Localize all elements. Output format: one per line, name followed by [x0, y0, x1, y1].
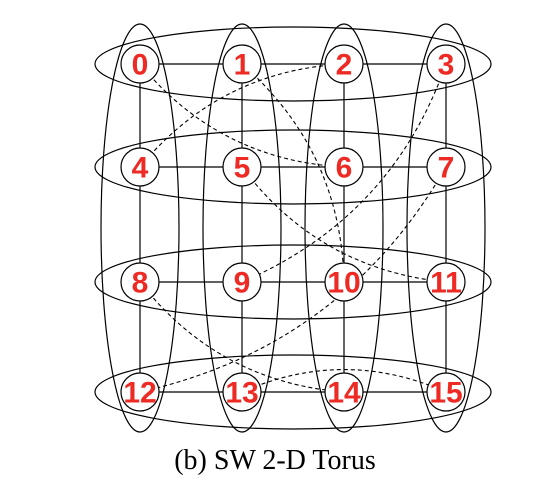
shortcut-link-8-14 — [139, 281, 345, 393]
row-wrap-link-0 — [94, 26, 492, 102]
node-4: 4 — [120, 147, 160, 187]
node-circle — [120, 372, 160, 412]
node-label: 8 — [132, 267, 149, 300]
node-13: 13 — [222, 372, 262, 412]
node-15: 15 — [426, 372, 466, 412]
node-circle — [120, 147, 160, 187]
node-label: 13 — [225, 377, 258, 410]
node-label: 3 — [438, 49, 455, 82]
shortcut-link-7-12 — [139, 166, 447, 393]
node-circle — [120, 44, 160, 84]
node-circle — [426, 262, 466, 302]
node-1: 1 — [222, 44, 262, 84]
node-circle — [324, 372, 364, 412]
node-label: 7 — [438, 152, 455, 185]
column-wrap-link-0 — [100, 23, 180, 433]
wraparound-links — [94, 23, 492, 433]
shortcut-link-0-6 — [139, 63, 345, 168]
node-8: 8 — [120, 262, 160, 302]
row-wrap-link-3 — [94, 354, 492, 430]
column-wrap-link-3 — [406, 23, 486, 433]
node-6: 6 — [324, 147, 364, 187]
node-circle — [222, 44, 262, 84]
node-circle — [324, 262, 364, 302]
node-label: 15 — [429, 377, 462, 410]
node-14: 14 — [324, 372, 364, 412]
shortcut-link-13-15 — [241, 369, 447, 393]
shortcut-link-2-4 — [139, 63, 345, 168]
node-11: 11 — [426, 262, 466, 302]
shortcut-links — [139, 63, 447, 393]
column-wrap-link-1 — [202, 23, 282, 433]
node-circle — [222, 372, 262, 412]
node-label: 10 — [327, 267, 360, 300]
node-circle — [222, 147, 262, 187]
node-7: 7 — [426, 147, 466, 187]
node-circle — [222, 262, 262, 302]
node-label: 9 — [234, 267, 251, 300]
node-3: 3 — [426, 44, 466, 84]
shortcut-link-5-11 — [241, 166, 447, 283]
node-circle — [324, 44, 364, 84]
node-circle — [324, 147, 364, 187]
node-label: 14 — [327, 377, 361, 410]
node-2: 2 — [324, 44, 364, 84]
row-wrap-link-1 — [94, 129, 492, 205]
node-9: 9 — [222, 262, 262, 302]
node-circle — [426, 372, 466, 412]
row-wrap-link-2 — [94, 244, 492, 320]
node-0: 0 — [120, 44, 160, 84]
node-label: 5 — [234, 152, 251, 185]
node-10: 10 — [324, 262, 364, 302]
node-label: 6 — [336, 152, 353, 185]
node-label: 4 — [132, 152, 149, 185]
shortcut-link-3-9 — [241, 63, 447, 283]
node-label: 11 — [430, 267, 462, 300]
node-label: 12 — [123, 377, 156, 410]
figure-caption: (b) SW 2-D Torus — [174, 445, 376, 476]
node-circle — [120, 262, 160, 302]
column-wrap-link-2 — [304, 23, 384, 433]
node-label: 1 — [234, 49, 251, 82]
node-circle — [426, 44, 466, 84]
node-circle — [426, 147, 466, 187]
mesh-links — [139, 63, 447, 393]
node-12: 12 — [120, 372, 160, 412]
node-label: 0 — [132, 49, 149, 82]
node-5: 5 — [222, 147, 262, 187]
node-label: 2 — [336, 49, 353, 82]
